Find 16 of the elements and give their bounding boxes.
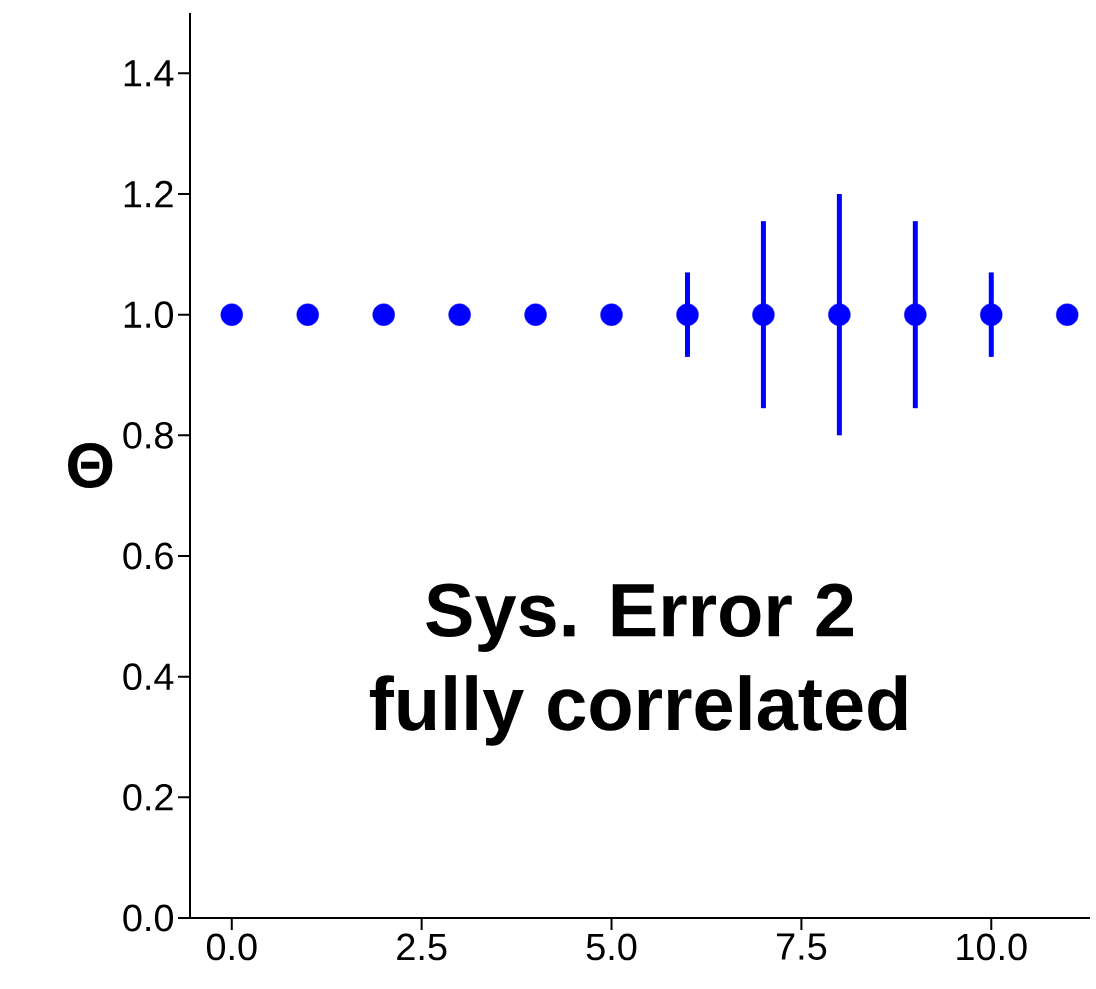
y-axis-title: Θ — [68, 442, 113, 489]
x-tick-label: 0.0 — [206, 933, 257, 961]
y-tick-label: 1.4 — [124, 60, 174, 87]
x-tick-label: 2.5 — [397, 933, 447, 961]
y-tick-label: 0.0 — [123, 904, 174, 932]
annotation: fully correlated — [369, 675, 907, 746]
y-tick-label: 0.4 — [123, 663, 174, 691]
y-tick-label: 0.6 — [123, 542, 173, 570]
x-tick-label: 7.5 — [777, 933, 827, 960]
y-tick-label: 0.8 — [123, 421, 173, 449]
y-tick-label: 0.2 — [123, 783, 173, 811]
x-tick-label: 5.0 — [586, 933, 637, 961]
y-tick-label: 1.0 — [124, 301, 174, 329]
y-tick-label: 1.2 — [124, 180, 173, 208]
annotation: Sys. Error 2 — [426, 583, 853, 653]
x-tick-label: 10.0 — [957, 933, 1027, 961]
